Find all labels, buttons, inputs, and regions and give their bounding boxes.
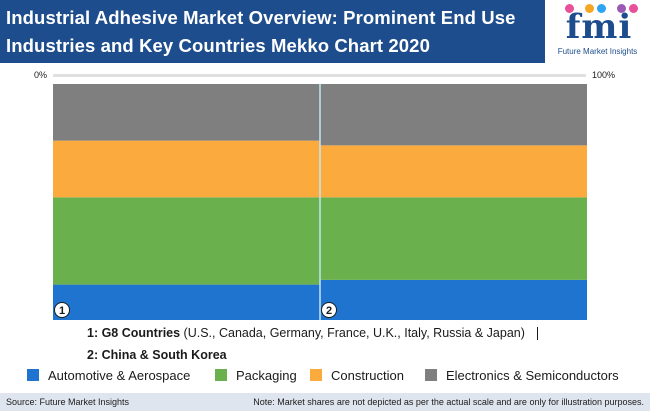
axis-label-left: 0%: [34, 70, 48, 80]
mekko-segment-2-construction: [320, 145, 587, 198]
logo-dot: [585, 4, 594, 13]
chart-title: Industrial Adhesive Market Overview: Pro…: [6, 4, 536, 60]
mekko-segment-1-construction: [53, 140, 320, 198]
disclaimer-note: Note: Market shares are not depicted as …: [253, 397, 644, 407]
category-note-2: 2: China & South Korea: [87, 344, 227, 366]
chart-title-line-2: Industries and Key Countries Mekko Chart…: [6, 35, 430, 56]
category-note-2-label: 2: China & South Korea: [87, 348, 227, 362]
chart-header-banner: Industrial Adhesive Market Overview: Pro…: [0, 0, 650, 63]
chart-legend: Automotive & Aerospace Packaging Constru…: [0, 366, 650, 386]
legend-swatch: [215, 369, 227, 381]
legend-item-construction: Construction: [310, 368, 404, 383]
column-badge-1: 1: [54, 302, 70, 318]
column-badge-label: 1: [59, 305, 65, 317]
legend-swatch: [310, 369, 322, 381]
mekko-segment-1-packaging: [53, 197, 320, 285]
category-note-1: 1: G8 Countries (U.S., Canada, Germany, …: [87, 322, 538, 344]
logo-dot: [617, 4, 626, 13]
legend-item-automotive: Automotive & Aerospace: [27, 368, 190, 383]
logo-dot: [597, 4, 606, 13]
logo-dot: [565, 4, 574, 13]
chart-title-line-1: Industrial Adhesive Market Overview: Pro…: [6, 7, 516, 28]
legend-label: Electronics & Semiconductors: [446, 368, 619, 383]
logo-wordmark: fmi: [565, 7, 633, 47]
column-badge-label: 2: [326, 305, 332, 317]
legend-swatch: [27, 369, 39, 381]
mekko-segment-2-packaging: [320, 197, 587, 280]
logo-subtitle: Future Market Insights: [557, 47, 638, 56]
legend-swatch: [425, 369, 437, 381]
legend-label: Construction: [331, 368, 404, 383]
logo-dots: [559, 4, 639, 14]
column-badge-circle: [321, 302, 337, 318]
category-note-1-label: 1: G8 Countries: [87, 326, 181, 340]
legend-item-packaging: Packaging: [215, 368, 297, 383]
legend-item-electronics: Electronics & Semiconductors: [425, 368, 619, 383]
mekko-segment-1-electronics-semiconductors: [53, 84, 320, 141]
column-badge-2: 2: [321, 302, 337, 318]
legend-label: Packaging: [236, 368, 297, 383]
note-separator: [536, 327, 538, 341]
chart-footer: Source: Future Market Insights Note: Mar…: [0, 393, 650, 411]
axis-top-line: [53, 74, 586, 77]
mekko-segment-1-automotive-aerospace: [53, 284, 320, 320]
mekko-segment-2-automotive-aerospace: [320, 279, 587, 320]
mekko-segment-2-electronics-semiconductors: [320, 84, 587, 146]
fmi-logo: fmi Future Market Insights: [545, 0, 650, 63]
source-note: Source: Future Market Insights: [6, 397, 130, 407]
logo-dot: [629, 4, 638, 13]
axis-label-right: 100%: [592, 70, 616, 80]
category-note-1-detail: (U.S., Canada, Germany, France, U.K., It…: [180, 326, 525, 340]
legend-label: Automotive & Aerospace: [48, 368, 191, 383]
column-badge-circle: [54, 302, 70, 318]
